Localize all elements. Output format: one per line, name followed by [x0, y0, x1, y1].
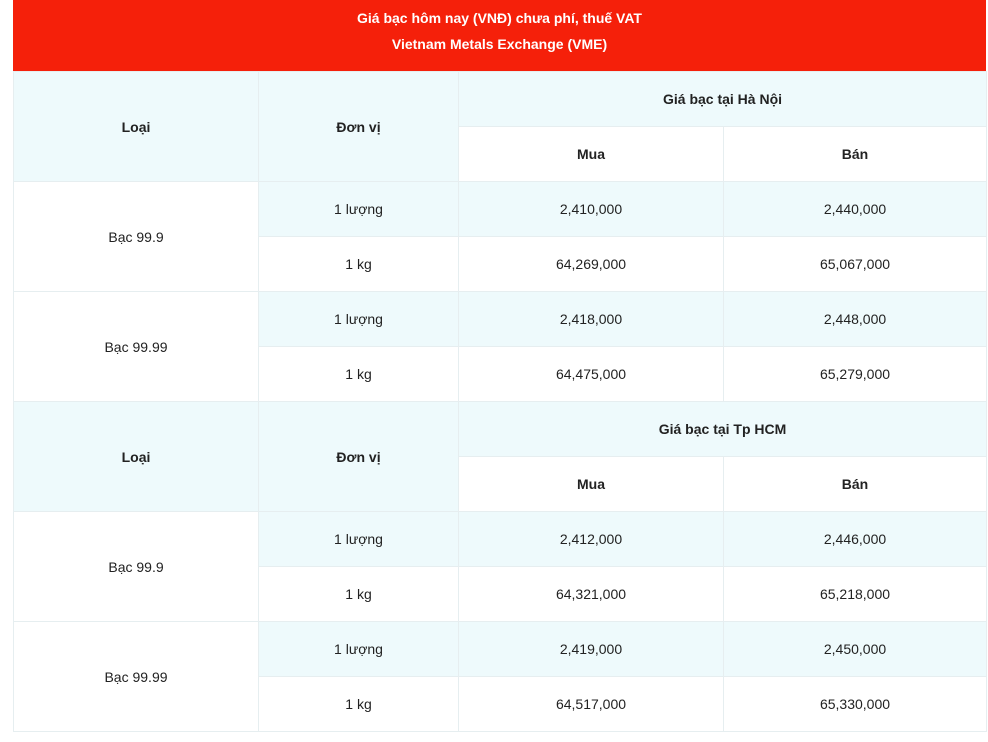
type-cell: Bạc 99.9 [13, 181, 259, 292]
sell-cell: 65,330,000 [722, 676, 988, 732]
sell-cell: 2,440,000 [722, 181, 988, 237]
price-table: Loại Đơn vị Giá bạc tại Hà Nội Mua Bán Bạc 99… [13, 71, 988, 732]
unit-cell: 1 kg [258, 236, 459, 292]
unit-cell: 1 kg [258, 346, 459, 402]
banner: Giá bạc hôm nay (VNĐ) chưa phí, thuế VAT… [13, 0, 986, 71]
data-row: 1 kg 64,475,000 65,279,000 [14, 346, 988, 402]
unit-cell: 1 lượng [258, 621, 459, 677]
unit-cell: 1 kg [258, 566, 459, 622]
data-row: Bạc 99.9 1 lượng 2,412,000 2,446,000 [13, 511, 988, 622]
buy-cell: 64,517,000 [458, 676, 724, 732]
column-header: Bán [722, 126, 988, 182]
type-cell: Bạc 99.99 [13, 291, 259, 402]
buy-cell: 64,321,000 [458, 566, 724, 622]
data-row: Bạc 99.9 1 lượng 2,410,000 2,440,000 [13, 181, 988, 292]
unit-cell: 1 lượng [258, 291, 459, 347]
buy-cell: 2,410,000 [458, 181, 724, 237]
header-row: Mua Bán [14, 456, 988, 512]
data-row: Bạc 99.99 1 lượng 2,418,000 2,448,000 [13, 291, 988, 402]
subtitle: Vietnam Metals Exchange (VME) [391, 36, 608, 52]
group-header: Giá bạc tại Tp HCM [457, 401, 988, 457]
column-header: Loại [13, 401, 259, 512]
type-cell: Bạc 99.9 [13, 511, 259, 622]
sell-cell: 65,279,000 [722, 346, 988, 402]
data-row: 1 kg 64,517,000 65,330,000 [14, 676, 988, 732]
data-row: 1 kg 64,269,000 65,067,000 [14, 236, 988, 292]
buy-cell: 2,412,000 [458, 511, 724, 567]
header-row: Loại Đơn vị Giá bạc tại Tp HCM [13, 401, 988, 512]
sell-cell: 2,450,000 [722, 621, 988, 677]
column-header: Đơn vị [258, 401, 459, 512]
buy-cell: 64,475,000 [458, 346, 724, 402]
column-header: Bán [722, 456, 988, 512]
title: Giá bạc hôm nay (VNĐ) chưa phí, thuế VAT [357, 10, 642, 26]
sell-cell: 65,218,000 [722, 566, 988, 622]
buy-cell: 64,269,000 [458, 236, 724, 292]
column-header: Mua [458, 456, 724, 512]
column-header: Đơn vị [258, 71, 459, 182]
buy-cell: 2,419,000 [458, 621, 724, 677]
unit-cell: 1 lượng [258, 181, 459, 237]
sell-cell: 65,067,000 [722, 236, 988, 292]
buy-cell: 2,418,000 [458, 291, 724, 347]
column-header: Mua [458, 126, 724, 182]
header-row: Mua Bán [14, 126, 988, 182]
unit-cell: 1 kg [258, 676, 459, 732]
sell-cell: 2,448,000 [722, 291, 988, 347]
group-header: Giá bạc tại Hà Nội [457, 71, 988, 127]
data-row: 1 kg 64,321,000 65,218,000 [14, 566, 988, 622]
unit-cell: 1 lượng [258, 511, 459, 567]
column-header: Loại [13, 71, 259, 182]
header-row: Loại Đơn vị Giá bạc tại Hà Nội [13, 71, 988, 182]
type-cell: Bạc 99.99 [13, 621, 259, 732]
data-row: Bạc 99.99 1 lượng 2,419,000 2,450,000 [13, 621, 988, 732]
sell-cell: 2,446,000 [722, 511, 988, 567]
